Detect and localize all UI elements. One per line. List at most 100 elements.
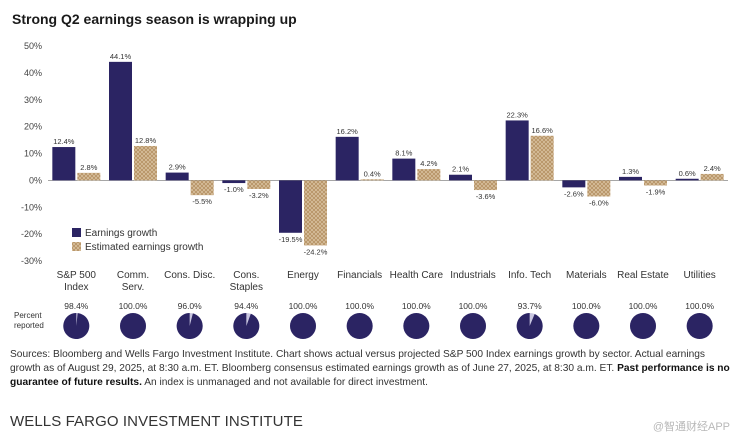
category-label: Info. Tech	[508, 270, 551, 281]
data-label: 12.4%	[53, 137, 75, 146]
bar-earnings-growth	[619, 176, 642, 181]
percent-reported-value: 100.0%	[119, 301, 148, 311]
data-label: -3.2%	[249, 191, 269, 200]
legend: Earnings growth Estimated earnings growth	[72, 228, 203, 253]
data-label: 44.1%	[110, 52, 132, 61]
pie-reported-slice	[630, 313, 656, 339]
bar-estimated-growth	[417, 169, 441, 181]
bar-estimated-growth	[360, 179, 384, 181]
bar-estimated-growth	[77, 172, 101, 181]
chart-notes: Sources: Bloomberg and Wells Fargo Inves…	[10, 348, 732, 390]
bar-earnings-growth	[335, 136, 359, 181]
legend-label: Estimated earnings growth	[85, 242, 203, 253]
watermark-text: @智通财经APP	[652, 421, 730, 433]
pie-reported-slice	[176, 313, 203, 339]
bar-estimated-growth	[530, 135, 554, 181]
pie-reported-slice	[516, 312, 543, 339]
category-label: Comm.	[117, 270, 149, 281]
y-tick-label: -30%	[21, 256, 42, 266]
pie-reported-slice	[63, 312, 90, 339]
category-label: Serv.	[122, 282, 145, 293]
pie-reported-slice	[403, 313, 430, 339]
chart-title: Strong Q2 earnings season is wrapping up	[12, 11, 297, 27]
data-label: 2.4%	[704, 164, 721, 173]
percent-reported-label: Percent	[14, 311, 42, 320]
percent-reported-value: 100.0%	[572, 301, 601, 311]
data-label: 2.1%	[452, 165, 469, 174]
data-label: 12.8%	[135, 136, 157, 145]
category-label: Utilities	[684, 270, 716, 281]
data-label: 0.4%	[364, 169, 381, 178]
percent-reported-value: 96.0%	[178, 301, 203, 311]
category-label: Real Estate	[617, 270, 669, 281]
percent-reported-value: 100.0%	[629, 301, 658, 311]
data-label: 2.9%	[169, 163, 186, 172]
data-label: -2.6%	[564, 189, 584, 198]
y-tick-label: 50%	[24, 41, 42, 51]
pie-reported-slice	[460, 313, 486, 339]
bar-earnings-growth	[109, 61, 132, 181]
y-tick-label: -10%	[21, 202, 42, 212]
data-label: 2.8%	[80, 163, 97, 172]
bar-estimated-growth	[474, 180, 497, 191]
bar-earnings-growth	[505, 120, 529, 181]
bar-earnings-growth	[675, 178, 699, 181]
notes-disclaimer: Past performance is no guarantee of futu…	[10, 363, 730, 388]
category-label: Cons. Disc.	[164, 270, 215, 281]
category-label: Industrials	[450, 270, 496, 281]
y-tick-label: -20%	[21, 229, 42, 239]
pie-reported-slice	[573, 313, 600, 339]
category-label: Staples	[230, 282, 263, 293]
data-label: -1.0%	[224, 185, 244, 194]
category-label: Materials	[566, 270, 607, 281]
bar-estimated-growth	[700, 173, 724, 181]
bar-earnings-growth	[562, 180, 586, 188]
data-label: -3.6%	[476, 192, 496, 201]
brand-name: WELLS FARGO INVESTMENT INSTITUTE	[10, 413, 303, 430]
percent-reported-value: 93.7%	[518, 301, 543, 311]
category-label: Energy	[287, 270, 319, 281]
bar-earnings-growth	[392, 158, 416, 181]
notes-text: Sources: Bloomberg and Wells Fargo Inves…	[10, 349, 706, 374]
data-label: 1.3%	[622, 167, 639, 176]
data-label: 0.6%	[679, 169, 696, 178]
bar-estimated-growth	[134, 145, 157, 181]
bar-estimated-growth	[644, 180, 667, 186]
bar-estimated-growth	[587, 180, 611, 197]
percent-reported-label: reported	[14, 321, 44, 330]
pie-reported-slice	[290, 313, 316, 339]
percent-reported-value: 98.4%	[64, 301, 89, 311]
category-label: Financials	[337, 270, 382, 281]
data-label: -6.0%	[589, 199, 609, 208]
data-label: -24.2%	[304, 247, 328, 256]
bar-estimated-growth	[247, 180, 271, 189]
pie-reported-slice	[686, 313, 713, 339]
notes-tail: An index is unmanaged and not available …	[144, 377, 428, 388]
bar-earnings-growth	[222, 180, 246, 184]
bar-earnings-growth	[52, 147, 76, 181]
y-tick-label: 30%	[24, 95, 42, 105]
pie-reported-slice	[233, 312, 260, 339]
legend-swatch-estimated	[72, 242, 81, 251]
data-label: 8.1%	[395, 149, 412, 158]
category-label: S&P 500	[57, 270, 97, 281]
y-tick-label: 10%	[24, 149, 42, 159]
percent-reported-value: 100.0%	[345, 301, 374, 311]
bar-estimated-growth	[190, 180, 214, 196]
category-label: Health Care	[390, 270, 444, 281]
legend-label: Earnings growth	[85, 228, 157, 239]
y-tick-label: 0%	[29, 175, 42, 185]
percent-reported-value: 94.4%	[234, 301, 259, 311]
bar-earnings-growth	[449, 174, 472, 181]
bar-earnings-growth	[279, 180, 302, 233]
data-label: 16.2%	[337, 127, 359, 136]
pie-reported-slice	[120, 313, 146, 339]
percent-reported-value: 100.0%	[289, 301, 318, 311]
earnings-chart: Strong Q2 earnings season is wrapping up…	[12, 11, 728, 339]
y-tick-label: 40%	[24, 68, 42, 78]
data-label: -19.5%	[279, 235, 303, 244]
bar-estimated-growth	[304, 180, 327, 246]
data-label: 22.3%	[507, 110, 529, 119]
data-label: 4.2%	[420, 159, 437, 168]
percent-reported-value: 100.0%	[402, 301, 431, 311]
